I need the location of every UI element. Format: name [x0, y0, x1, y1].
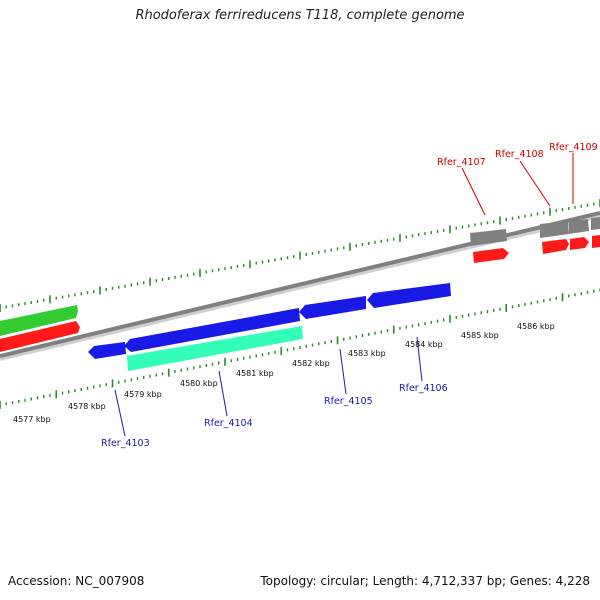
cds-rfer-4107[interactable]	[473, 248, 509, 263]
kbp-label: 4585 kbp	[461, 331, 499, 340]
kbp-label: 4584 kbp	[405, 340, 443, 349]
page-title: Rhodoferax ferrireducens T118, complete …	[135, 8, 465, 23]
leader-rfer-4103	[114, 389, 126, 437]
cds-forward-arrow	[0, 321, 80, 352]
gene-label-rfer-4105[interactable]: Rfer_4105	[324, 396, 373, 407]
cds-rfer-4106[interactable]	[367, 283, 451, 308]
misc-feature-bar	[0, 305, 78, 336]
tick-row-lower	[0, 288, 600, 409]
gene-label-rfer-4103[interactable]: Rfer_4103	[101, 438, 150, 449]
gene-label-rfer-4109[interactable]: Rfer_4109	[549, 142, 598, 153]
gene-rfer-4108[interactable]	[540, 221, 569, 238]
kbp-label: 4586 kbp	[517, 322, 555, 331]
cds-rfer-4109[interactable]	[570, 237, 589, 250]
cds-next[interactable]	[592, 235, 600, 248]
topology-text: Topology: circular; Length: 4,712,337 bp…	[260, 574, 590, 588]
rna-feature-bar[interactable]	[127, 326, 303, 371]
accession-text: Accession: NC_007908	[8, 574, 145, 588]
kbp-label: 4582 kbp	[292, 359, 330, 368]
cds-rfer-4103[interactable]	[88, 342, 126, 359]
cds-rfer-4105[interactable]	[299, 296, 366, 319]
gene-label-rfer-4107[interactable]: Rfer_4107	[437, 157, 486, 168]
kbp-label: 4577 kbp	[13, 415, 51, 424]
kbp-label: 4578 kbp	[68, 402, 106, 411]
leader-rfer-4105	[339, 348, 347, 395]
cds-rfer-4108[interactable]	[542, 239, 569, 254]
gene-next[interactable]	[591, 217, 600, 230]
kbp-label: 4579 kbp	[124, 390, 162, 399]
kbp-label: 4583 kbp	[348, 349, 386, 358]
tick-row-upper	[0, 199, 600, 312]
leader-rfer-4108	[519, 160, 551, 207]
gene-rfer-4107[interactable]	[470, 229, 507, 246]
gene-label-rfer-4106[interactable]: Rfer_4106	[399, 383, 448, 394]
gene-label-rfer-4108[interactable]: Rfer_4108	[495, 149, 544, 160]
kbp-label: 4581 kbp	[236, 369, 274, 378]
cds-rfer-4104[interactable]	[124, 308, 300, 352]
leader-rfer-4106	[416, 336, 423, 382]
leader-rfer-4107	[461, 167, 486, 216]
leader-rfer-4104	[218, 370, 228, 417]
kbp-label: 4580 kbp	[180, 379, 218, 388]
gene-label-rfer-4104[interactable]: Rfer_4104	[204, 418, 253, 429]
gene-rfer-4109[interactable]	[569, 219, 589, 234]
